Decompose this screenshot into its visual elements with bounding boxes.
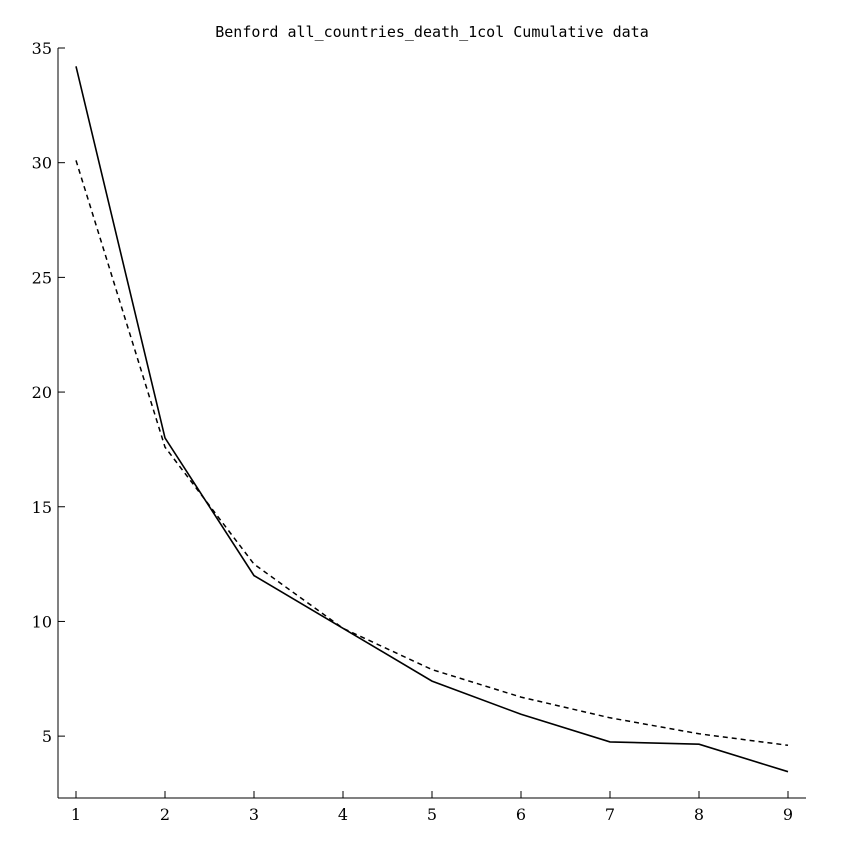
x-tick-label: 6 — [516, 805, 526, 824]
series-lines — [75, 66, 789, 773]
series-line-dashed — [75, 160, 789, 747]
x-tick-label: 3 — [249, 805, 259, 824]
x-tick-label: 5 — [427, 805, 437, 824]
x-ticks: 1 2 3 4 5 6 7 8 9 — [71, 791, 793, 824]
series-line-solid — [75, 66, 789, 773]
x-tick-label: 4 — [338, 805, 348, 824]
y-tick-label: 20 — [32, 383, 52, 402]
y-tick-label: 30 — [32, 154, 52, 173]
y-tick-label: 10 — [32, 612, 52, 631]
y-tick-label: 5 — [42, 727, 52, 746]
y-tick-label: 25 — [32, 268, 52, 287]
x-tick-label: 8 — [694, 805, 704, 824]
x-tick-label: 1 — [71, 805, 81, 824]
x-tick-label: 2 — [160, 805, 170, 824]
y-tick-label: 15 — [32, 498, 52, 517]
chart-title: Benford all_countries_death_1col Cumulat… — [215, 23, 648, 41]
y-ticks: 5 10 15 20 25 30 35 — [32, 39, 65, 746]
y-tick-label: 35 — [32, 39, 52, 58]
x-tick-label: 7 — [605, 805, 615, 824]
x-tick-label: 9 — [783, 805, 793, 824]
